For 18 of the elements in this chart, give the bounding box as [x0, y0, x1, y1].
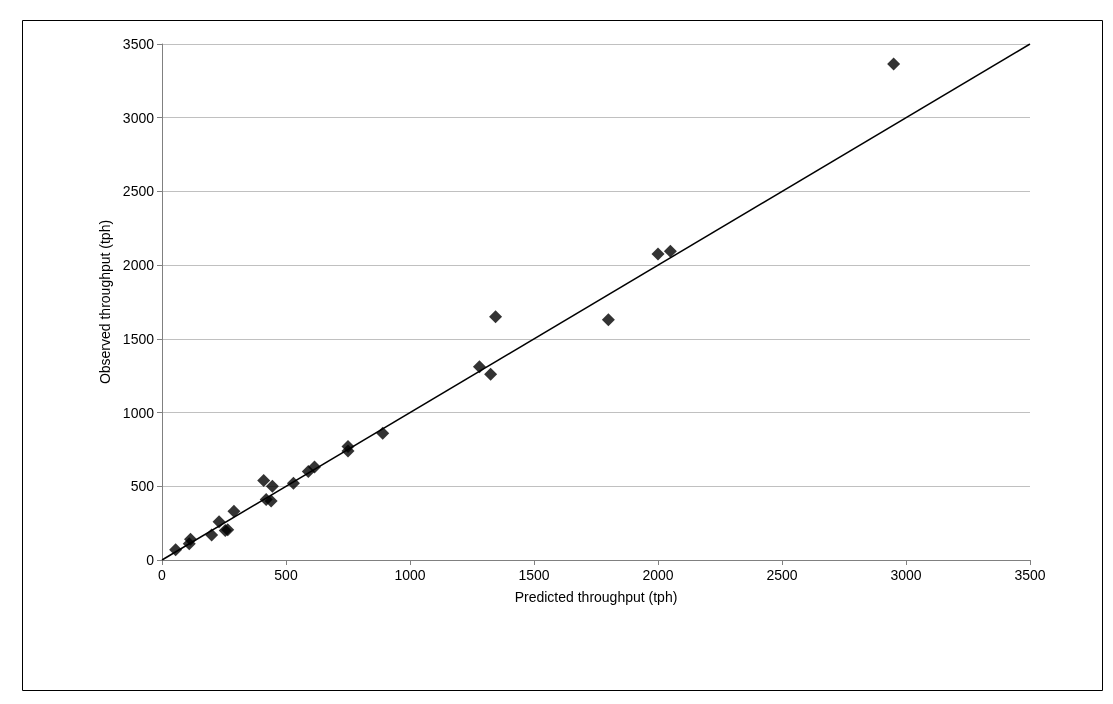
x-tick-label: 0	[158, 567, 167, 583]
x-tick-label: 2500	[766, 567, 798, 583]
y-tick-label: 2500	[122, 183, 155, 200]
x-tick-label: 3500	[1014, 567, 1046, 583]
x-axis-title: Predicted throughput (tph)	[514, 589, 678, 605]
y-tick-label: 0	[146, 552, 155, 568]
x-tick-label: 1000	[394, 567, 426, 583]
y-tick-label: 2000	[122, 257, 155, 274]
y-tick-label: 3000	[122, 109, 155, 126]
y-tick-label: 1000	[122, 404, 155, 421]
x-tick-label: 1500	[518, 567, 550, 583]
x-tick-label: 500	[274, 567, 298, 583]
y-tick-label: 3500	[122, 36, 155, 52]
y-tick-label: 1500	[122, 330, 155, 347]
x-tick-label: 3000	[890, 567, 922, 583]
x-tick-label: 2000	[642, 567, 674, 583]
y-tick-label: 500	[130, 478, 155, 495]
y-axis-title: Observed throughput (tph)	[96, 219, 113, 385]
